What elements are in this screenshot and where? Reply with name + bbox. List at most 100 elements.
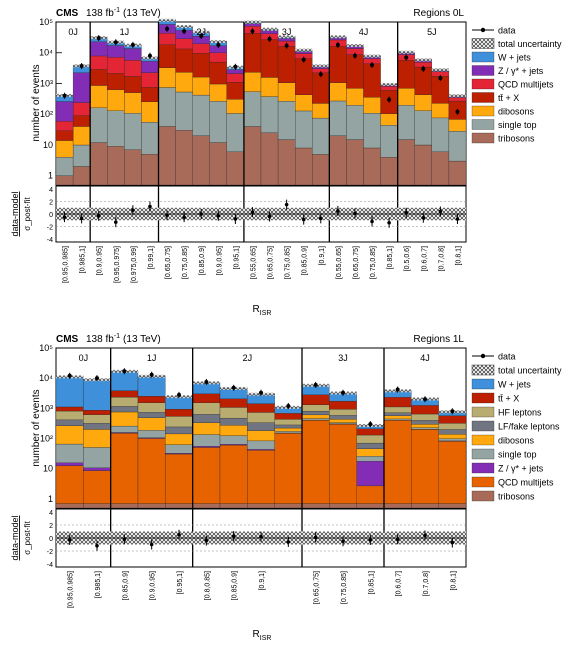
bar-segment [438,429,467,435]
legend-swatch [471,78,495,90]
y-tick-label: 10² [40,109,53,119]
data-point [335,42,340,47]
x-tick-label: [0.65,0.75] [268,246,275,279]
data-point [122,369,127,374]
ratio-tick-label: -2 [47,225,53,232]
legend-swatch [471,476,495,488]
data-point [204,379,209,384]
ratio-y-sublabel: σ_post-fit [23,521,32,555]
y-tick-label: 10⁴ [39,373,53,383]
bar-segment [448,119,467,132]
legend-label: tribosons [498,134,535,144]
pull-point [353,211,357,216]
bar-segment [175,130,193,186]
bar-segment [260,30,279,34]
bar-segment [247,403,275,413]
bar-segment [295,58,313,95]
bar-segment [90,85,108,108]
pull-point [67,538,72,542]
bar-segment [380,157,398,186]
bar-segment [383,397,412,408]
data-point [149,372,154,377]
pull-point [450,540,455,545]
bar-segment [165,433,193,445]
ratio-plot-area: 4 2 0 -2 -4 [47,510,466,569]
bar-segment [411,405,439,415]
bar-segment [380,125,398,158]
bar-segment [380,113,398,126]
ratio-tick-label: -4 [47,562,53,569]
legend-label: single top [498,120,537,130]
pull-point [404,210,409,215]
bar-segment [438,434,467,439]
x-tick-label: [0.85,0.9] [232,571,239,600]
bar-segment [192,393,221,403]
jet-group-label: 4J [359,27,369,37]
bar-segment [83,470,111,504]
jet-group-label: 0J [79,353,89,363]
bar-segment [346,105,364,140]
x-tick-label: [0.85,1] [387,246,394,269]
data-point [96,36,101,41]
bar-segment [192,135,210,186]
pull-point [149,542,154,547]
bar-segment [247,440,275,450]
bar-segment [158,44,176,68]
ratio-tick-label: -2 [47,549,53,556]
data-point [438,76,443,81]
legend-swatch [471,119,495,130]
bar-segment [158,67,176,88]
y-tick-label: 10⁵ [39,343,53,353]
jet-group-label: 3J [282,27,292,37]
bar-segment [124,60,142,77]
jet-group-label: 1J [147,353,157,363]
x-tick-label: [0.95,1] [177,571,184,594]
bar-segment [55,157,74,176]
pull-point [370,219,374,224]
bar-segment [175,91,193,131]
legend: data total uncertainty W + jets Z / γ* + je… [471,26,562,144]
data-point [284,43,289,48]
bar-segment [90,107,108,143]
x-axis-label: RISR [253,304,272,317]
bar-segment [277,82,296,102]
data-point [130,42,135,47]
pull-point [438,209,443,214]
bar-segment [277,38,296,42]
pull-point [455,217,460,221]
data-point [62,93,67,98]
bar-segment [55,462,84,466]
data-point [67,373,72,378]
pull-point [341,539,345,544]
uncertainty-band [363,54,381,58]
bar-segment [247,412,275,423]
y-tick-label: 10⁵ [39,17,53,27]
bar-segment [295,147,313,186]
bar-segment [137,412,166,418]
bar-segment [141,87,159,102]
x-tick-label: [0.95,0.975] [114,246,121,283]
legend-label: total uncertainty [498,366,562,376]
bar-segment [356,456,385,462]
legend-label: tt̄ + X [498,93,519,103]
y-tick-label: 10³ [40,78,53,88]
bar-segment [329,37,347,41]
ratio-tick-label: -4 [47,237,53,244]
pull-point [131,208,135,213]
pull-point [233,217,238,221]
bar-segment [219,503,248,509]
x-tick-label: [0.7,0.8] [423,571,430,596]
pull-point [259,534,263,539]
bar-segment [363,63,381,98]
legend-swatch [471,51,495,63]
bar-segment [124,92,142,114]
x-tick-label: [0.55,0.65] [250,246,257,279]
data-point [250,29,255,34]
bar-segment [141,61,159,73]
bar-segment [397,105,415,140]
jet-group-label: 5J [427,27,437,37]
bar-segment [243,126,262,186]
bar-segment [356,485,385,504]
bar-segment [346,139,364,186]
bar-segment [192,43,210,54]
